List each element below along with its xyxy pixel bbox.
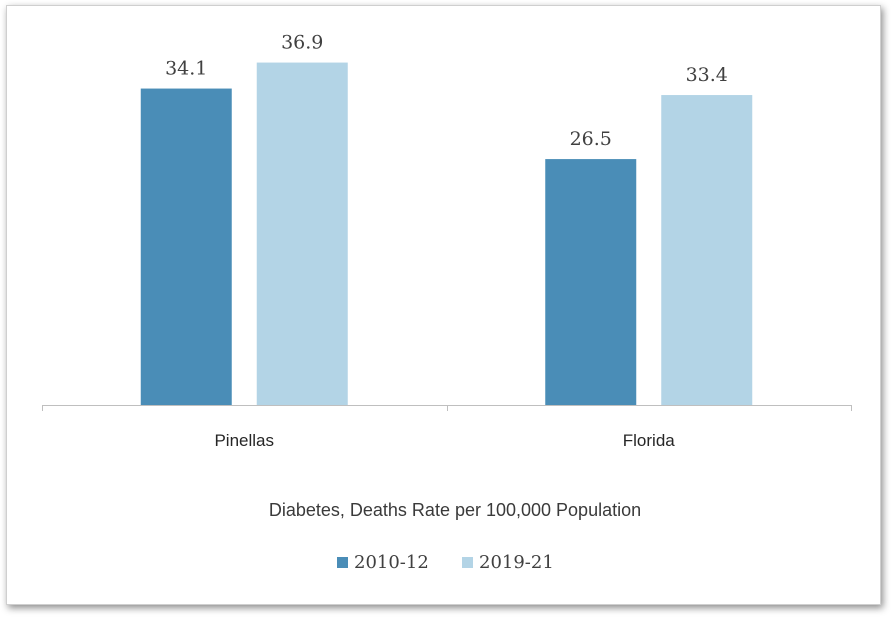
category-label-pinellas: Pinellas [214, 431, 274, 450]
axis-ticks [42, 405, 852, 411]
bar-pinellas-2010-12 [140, 88, 232, 405]
legend-label: 2010-12 [354, 552, 429, 573]
value-labels: 34.1 36.9 26.5 33.4 [165, 32, 728, 151]
legend-swatch [462, 557, 473, 568]
value-label: 26.5 [570, 128, 612, 150]
value-label: 33.4 [686, 64, 728, 86]
value-label: 34.1 [165, 58, 207, 80]
bar-florida-2019-21 [661, 95, 753, 405]
legend-swatch [337, 557, 348, 568]
bar-pinellas-2019-21 [256, 62, 348, 406]
legend: 2010-12 2019-21 [337, 552, 554, 573]
x-axis-title: Diabetes, Deaths Rate per 100,000 Popula… [269, 500, 641, 520]
legend-label: 2019-21 [479, 552, 554, 573]
bar-florida-2010-12 [545, 159, 637, 405]
category-labels: Pinellas Florida [214, 431, 675, 450]
category-label-florida: Florida [623, 431, 676, 450]
bars-layer [140, 62, 753, 406]
value-label: 36.9 [281, 32, 323, 54]
